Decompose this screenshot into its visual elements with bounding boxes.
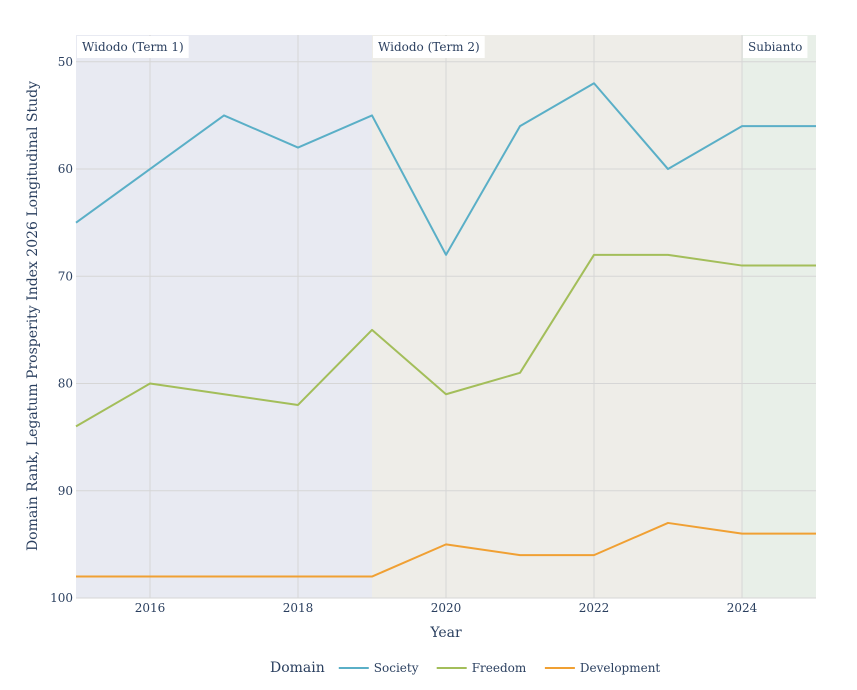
x-tick-label-2016: 2016 — [135, 601, 166, 615]
term-band-label-1: Widodo (Term 1) — [82, 40, 184, 54]
x-tick-label-2020: 2020 — [431, 601, 462, 615]
series-line-freedom — [75, 253, 816, 428]
x-axis-title: Year — [429, 625, 462, 641]
y-tick-label-70: 70 — [58, 269, 73, 283]
x-tick-label-2024: 2024 — [727, 601, 758, 615]
x-tick-label-2018: 2018 — [283, 601, 314, 615]
term-band-label-3: Subianto — [748, 40, 802, 54]
legend-item-society[interactable]: Society — [374, 661, 419, 675]
y-tick-label-60: 60 — [58, 162, 73, 176]
series-line-society — [75, 82, 816, 256]
x-axis-ticks: 2016 2018 2020 2022 2024 — [135, 601, 758, 615]
y-tick-label-100: 100 — [50, 591, 73, 605]
y-tick-label-80: 80 — [58, 377, 73, 391]
term-bands — [76, 35, 816, 598]
gridlines — [76, 35, 816, 599]
y-tick-label-90: 90 — [58, 484, 73, 498]
term-band-labels: Widodo (Term 1) Widodo (Term 2) Subianto — [77, 36, 808, 58]
legend-title: Domain — [270, 660, 325, 676]
term-band-3 — [742, 35, 816, 598]
legend-item-freedom[interactable]: Freedom — [472, 661, 527, 675]
y-axis-title: Domain Rank, Legatum Prosperity Index 20… — [25, 81, 41, 551]
series-lines — [75, 82, 816, 578]
term-band-2 — [372, 35, 742, 598]
term-band-label-bg-2 — [373, 36, 485, 58]
x-tick-label-2022: 2022 — [579, 601, 610, 615]
term-band-1 — [76, 35, 372, 598]
legend-item-development[interactable]: Development — [580, 661, 661, 675]
term-band-label-bg-1 — [77, 36, 189, 58]
term-band-label-2: Widodo (Term 2) — [378, 40, 480, 54]
series-line-development — [76, 521, 816, 578]
y-tick-label-50: 50 — [58, 55, 73, 69]
legend: Domain Society Freedom Development — [270, 660, 660, 676]
term-band-label-bg-3 — [743, 36, 808, 58]
y-axis-ticks: 50 60 70 80 90 100 — [50, 55, 73, 605]
